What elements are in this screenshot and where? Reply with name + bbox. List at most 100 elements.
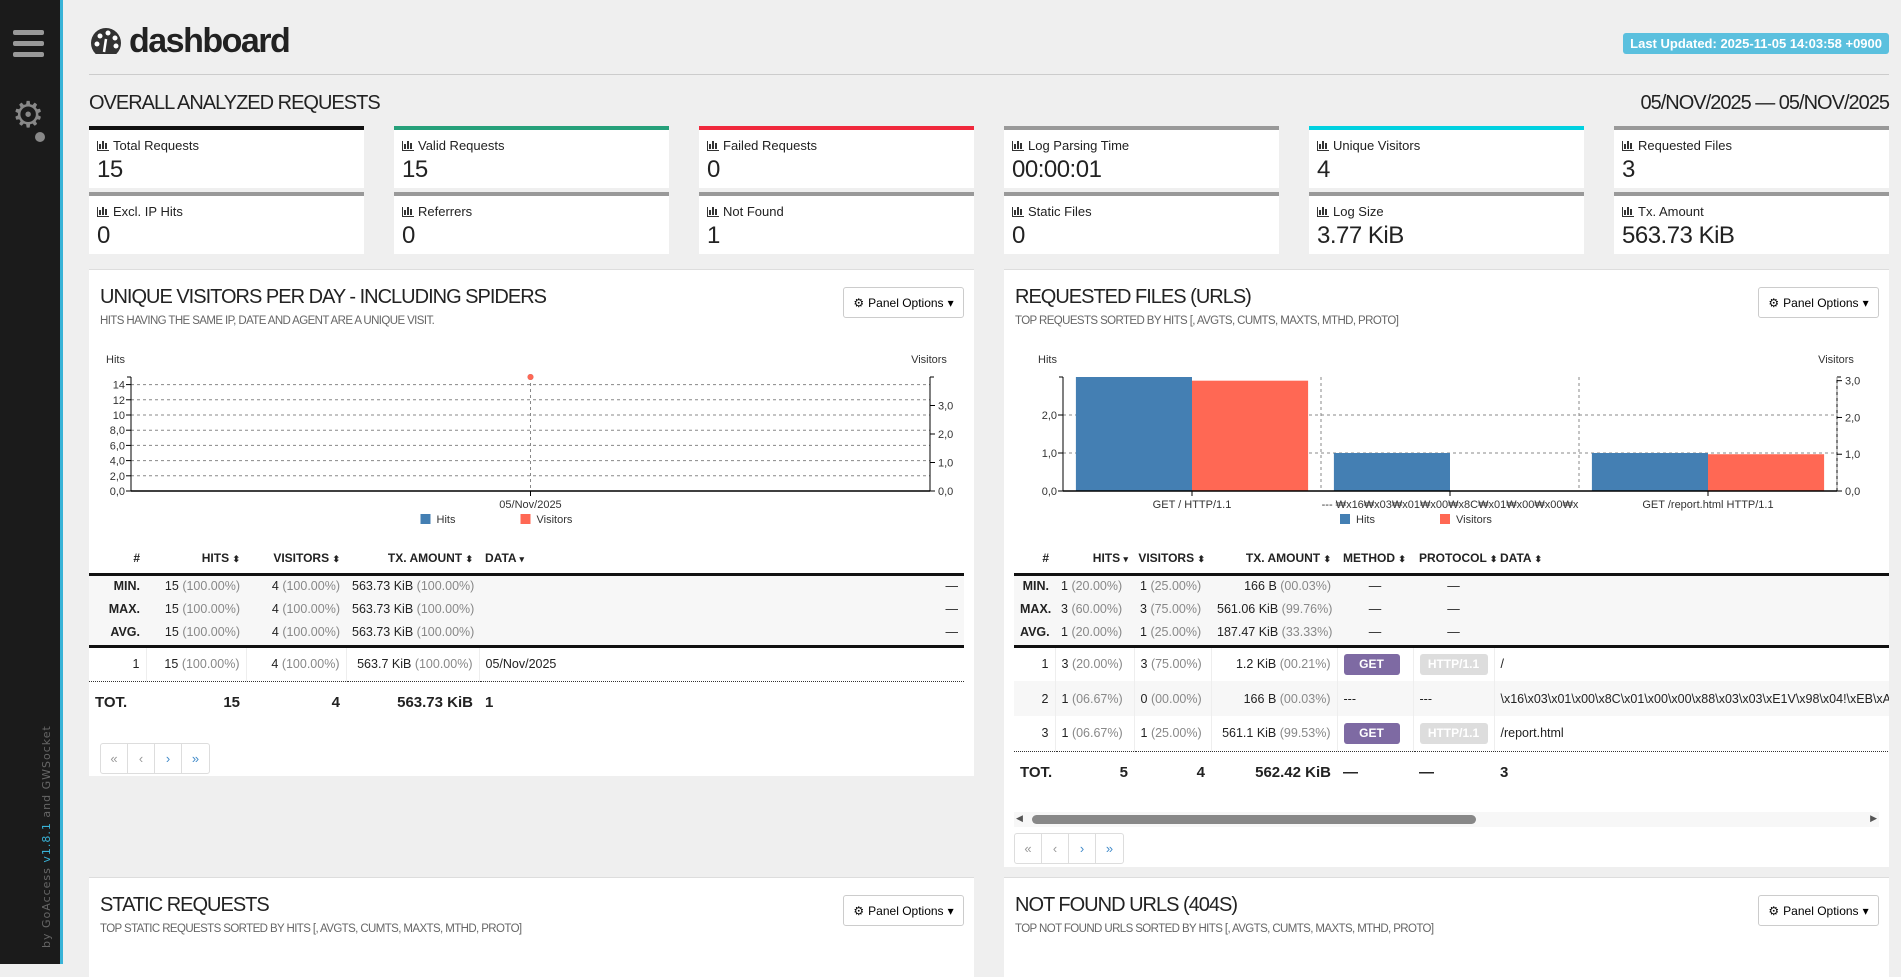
column-header[interactable]: HITS ▾ <box>1055 544 1134 576</box>
y-tick-label: 2,0 <box>1042 410 1057 422</box>
bar-visitors <box>1192 380 1309 491</box>
bar-chart-icon <box>707 206 719 217</box>
page-last-button[interactable]: » <box>191 751 200 766</box>
metric-label: Referrers <box>402 204 472 219</box>
panel-options-button[interactable]: ⚙ Panel Options ▾ <box>843 287 964 318</box>
panel-options-label: Panel Options <box>868 903 944 918</box>
page-first-button[interactable]: « <box>101 744 128 773</box>
panel-subtitle: TOP NOT FOUND URLS SORTED BY HITS [, AVG… <box>1015 923 1434 935</box>
divider <box>89 74 1889 75</box>
credit-text: by GoAccess v1.8.1 and GWSocket <box>40 725 53 948</box>
metric-card: Referrers 0 <box>394 192 669 254</box>
metric-value: 0 <box>97 222 110 249</box>
panel-title: UNIQUE VISITORS PER DAY - INCLUDING SPID… <box>100 286 547 308</box>
method-badge: GET <box>1343 722 1400 744</box>
version-link[interactable]: v1.8.1 <box>40 822 53 863</box>
metric-label-text: Referrers <box>418 204 473 219</box>
summary-row: AVG. 1 (20.00%) 1 (25.00%) 187.47 KiB (33.3… <box>1014 620 1889 648</box>
sort-both-icon: ⬍ <box>1323 554 1331 565</box>
page-prev-button[interactable]: ‹ <box>1042 834 1069 863</box>
bar-hits <box>1333 453 1450 491</box>
metric-label: Tx. Amount <box>1622 204 1704 219</box>
panel-options-button[interactable]: ⚙ Panel Options ▾ <box>1758 895 1879 926</box>
visitors-table: # HITS ⬍ VISITORS ⬍ TX. AMOUNT ⬍ DATA ▾ MIN.… <box>89 544 964 723</box>
column-header[interactable]: DATA ▾ <box>479 544 964 576</box>
bar-chart-icon <box>402 140 414 151</box>
bar-chart-icon <box>97 206 109 217</box>
column-header: # <box>89 544 146 576</box>
metric-label-text: Total Requests <box>113 138 199 153</box>
metric-value: 3 <box>1622 156 1635 183</box>
metric-value: 0 <box>402 222 415 249</box>
metric-value: 0 <box>707 156 720 183</box>
metric-card: Log Parsing Time 00:00:01 <box>1004 126 1279 188</box>
column-header[interactable]: METHOD ⬍ <box>1337 544 1413 576</box>
gear-icon: ⚙ <box>1768 295 1780 310</box>
y2-axis-label: Visitors <box>1818 354 1854 366</box>
pagination: «‹ › » <box>100 743 210 774</box>
metric-label-text: Static Files <box>1028 204 1092 219</box>
scrollbar-thumb[interactable] <box>1032 815 1476 824</box>
legend-swatch-hits <box>420 514 431 524</box>
metric-label-text: Requested Files <box>1638 138 1732 153</box>
y2-tick-label: 3,0 <box>1845 376 1860 388</box>
metric-value: 15 <box>402 156 428 183</box>
pagination: «‹ › » <box>1014 833 1124 864</box>
column-header[interactable]: VISITORS ⬍ <box>1134 544 1211 576</box>
column-header[interactable]: TX. AMOUNT ⬍ <box>1211 544 1337 576</box>
connection-status-dot <box>35 132 45 142</box>
metric-label-text: Excl. IP Hits <box>113 204 183 219</box>
sidebar: ⚙ by GoAccess v1.8.1 and GWSocket <box>0 0 63 964</box>
y-tick-label: 2,0 <box>110 471 125 483</box>
metric-value: 3.77 KiB <box>1317 222 1404 249</box>
metric-label-text: Log Size <box>1333 204 1384 219</box>
bar-chart-icon <box>1622 140 1634 151</box>
caret-down-icon: ▾ <box>1862 295 1869 310</box>
metric-label-text: Failed Requests <box>723 138 817 153</box>
method-badge: GET <box>1343 653 1400 675</box>
panel-options-button[interactable]: ⚙ Panel Options ▾ <box>1758 287 1879 318</box>
column-header[interactable]: TX. AMOUNT ⬍ <box>346 544 479 576</box>
panel-options-button[interactable]: ⚙ Panel Options ▾ <box>843 895 964 926</box>
summary-row: MIN. 15 (100.00%) 4 (100.00%) 563.73 KiB (1… <box>89 574 964 597</box>
summary-row: AVG. 15 (100.00%) 4 (100.00%) 563.73 KiB (1… <box>89 620 964 648</box>
metric-label: Requested Files <box>1622 138 1732 153</box>
column-header[interactable]: HITS ⬍ <box>146 544 246 576</box>
bar-chart-icon <box>1622 206 1634 217</box>
column-header[interactable]: DATA ⬍ <box>1494 544 1889 576</box>
metric-label: Unique Visitors <box>1317 138 1420 153</box>
caret-down-icon: ▾ <box>947 903 954 918</box>
gear-icon: ⚙ <box>853 295 865 310</box>
metric-label-text: Unique Visitors <box>1333 138 1421 153</box>
metric-card: Static Files 0 <box>1004 192 1279 254</box>
menu-icon[interactable] <box>13 30 44 63</box>
last-updated-badge: Last Updated: 2025-11-05 14:03:58 +0900 <box>1623 33 1889 54</box>
panel-subtitle: TOP REQUESTS SORTED BY HITS [, AVGTS, CU… <box>1015 315 1399 327</box>
page-first-button[interactable]: « <box>1015 834 1042 863</box>
page-prev-button[interactable]: ‹ <box>128 744 155 773</box>
column-header[interactable]: PROTOCOL ⬍ <box>1413 544 1497 576</box>
bar-chart-icon <box>1012 140 1024 151</box>
column-header[interactable]: VISITORS ⬍ <box>246 544 346 576</box>
y-axis-label: Hits <box>1038 354 1057 366</box>
y-tick-label: 12 <box>113 395 125 407</box>
y2-tick-label: 1,0 <box>1845 449 1860 461</box>
panel-options-label: Panel Options <box>868 295 944 310</box>
total-row: TOT. 15 4 563.73 KiB 1 <box>95 693 494 711</box>
page-next-button[interactable]: › <box>155 744 182 773</box>
y-tick-label: 8,0 <box>110 425 125 437</box>
requests-chart: Hits Visitors 0,0 1,0 2,0 0,0 1,0 2,0 3,0 GET / H… <box>1038 354 1860 526</box>
page-next-button[interactable]: › <box>1069 834 1096 863</box>
settings-gear-icon[interactable]: ⚙ <box>12 94 45 135</box>
metric-value: 4 <box>1317 156 1330 183</box>
table-row[interactable]: 1 15 (100.00%) 4 (100.00%) 563.7 KiB (100.0… <box>89 646 964 682</box>
sort-both-icon: ⬍ <box>232 554 240 565</box>
page-last-button[interactable]: » <box>1105 841 1114 856</box>
horizontal-scrollbar[interactable]: ◀ ▶ <box>1014 812 1879 827</box>
y-tick-label: 0,0 <box>110 486 125 498</box>
y-tick-label: 0,0 <box>1042 486 1057 498</box>
y-tick-label: 14 <box>113 380 125 392</box>
